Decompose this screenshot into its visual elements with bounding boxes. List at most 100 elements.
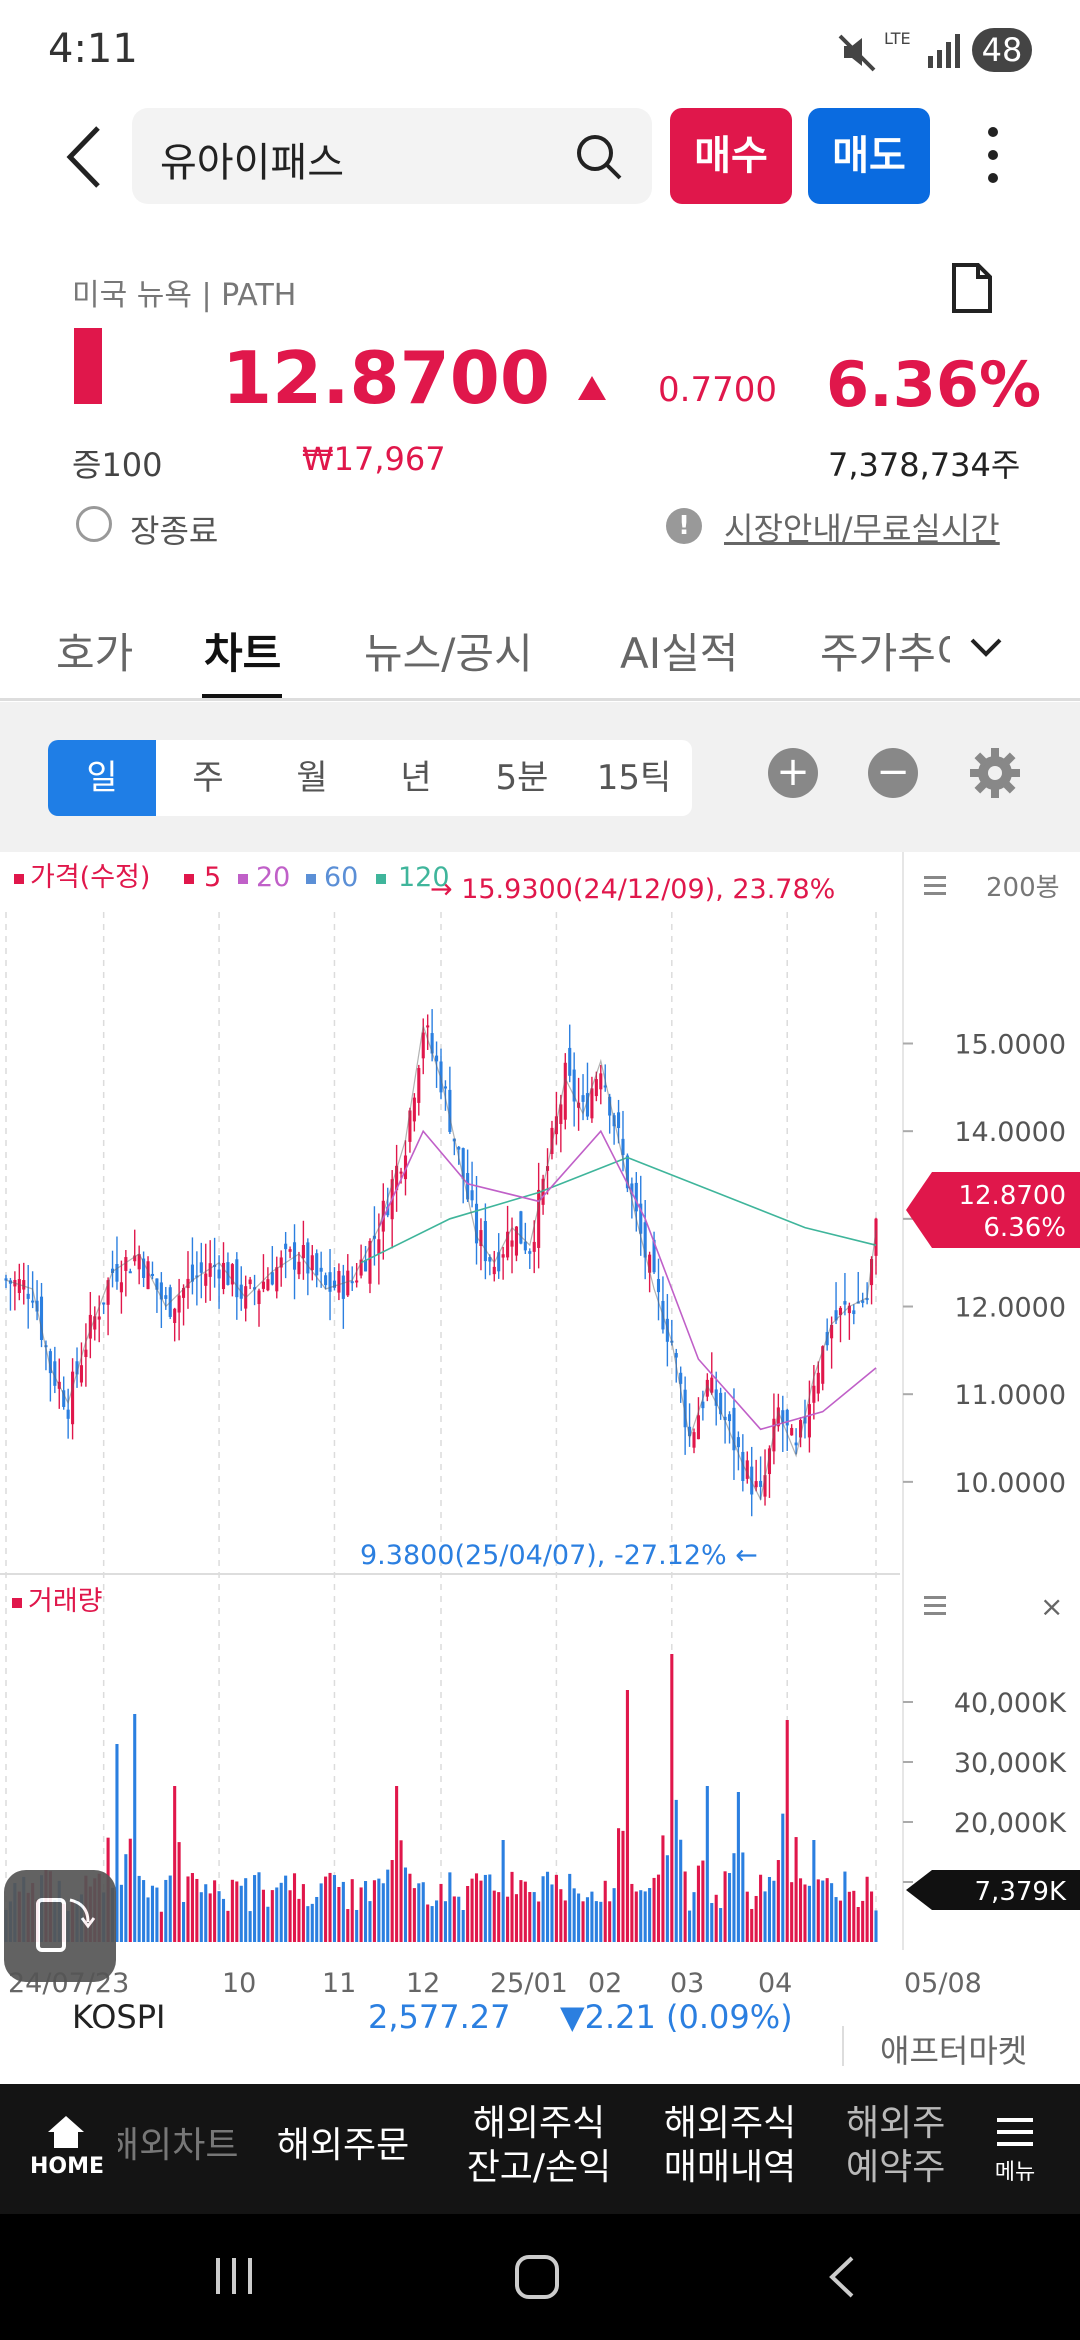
market-guide-link[interactable]: 시장안내/무료실시간 [724, 510, 1000, 548]
back-arrow-icon[interactable] [62, 122, 106, 192]
tab-orderbook[interactable]: 호가 [56, 629, 134, 678]
volume-bar-62 [279, 1882, 283, 1942]
volume-bar-30 [137, 1875, 141, 1942]
candle-body-17 [79, 1365, 84, 1383]
candle-body-127 [568, 1047, 572, 1076]
volume-bar-172 [767, 1876, 772, 1942]
candle-body-153 [683, 1389, 687, 1428]
aftermarket-link[interactable]: 애프터마켓 [880, 2032, 1028, 2070]
stock-search-field[interactable]: 유아이패스 [132, 108, 652, 204]
chart-menu-icon[interactable] [924, 876, 946, 895]
volume-bar-187 [834, 1897, 838, 1942]
volume-menu-icon[interactable] [924, 1596, 946, 1615]
nav-order[interactable]: 해외주문 [276, 2125, 410, 2166]
nav-history[interactable]: 해외주식 매매내역 [648, 2102, 812, 2190]
nav-reserve[interactable]: 해외주식 예약주문 [846, 2102, 946, 2190]
buy-button[interactable]: 매수 [670, 108, 792, 204]
volume-bar-189 [843, 1871, 847, 1942]
candle-body-159 [710, 1377, 714, 1393]
volume-bar-74 [332, 1875, 337, 1942]
close-volume-icon[interactable]: × [1040, 1590, 1063, 1623]
nav-menu[interactable]: 메뉴 [980, 2114, 1050, 2186]
price-label-4: 11.0000 [954, 1380, 1066, 1411]
tab-price-trend[interactable]: 주가추이 [820, 629, 950, 678]
nav-balance[interactable]: 해외주식 잔고/손익 [454, 2102, 624, 2190]
candle-body-92 [412, 1097, 416, 1122]
volume-bar-106 [474, 1873, 479, 1942]
volume-bar-98 [439, 1883, 443, 1942]
nav-chart[interactable]: 해외차트 [118, 2124, 248, 2168]
document-icon[interactable] [950, 262, 994, 314]
current-price-tag-pct: 6.36% [983, 1213, 1066, 1243]
volume-bar-59 [266, 1906, 270, 1942]
chart-legend: 가격(수정) 5 20 60 120 [14, 862, 450, 893]
system-back-icon[interactable] [824, 2254, 858, 2300]
candle-body-88 [395, 1165, 399, 1191]
volume-bar-146 [652, 1877, 656, 1942]
volume-bar-115 [514, 1894, 519, 1942]
candle-body-118 [528, 1251, 532, 1254]
floating-rotate-button[interactable] [4, 1870, 116, 1982]
candle-body-48 [217, 1269, 221, 1279]
tab-chart[interactable]: 차트 [204, 629, 282, 678]
volume-bar-114 [510, 1871, 514, 1942]
volume-bar-91 [408, 1873, 412, 1942]
candle-body-134 [599, 1073, 603, 1090]
volume-bar-149 [665, 1855, 669, 1942]
tab-ai-earnings[interactable]: AI실적 [620, 629, 739, 678]
price-label-0: 15.0000 [954, 1030, 1066, 1061]
volume-bar-148 [661, 1835, 665, 1942]
candle-body-169 [754, 1481, 758, 1488]
recent-apps-icon[interactable] [212, 2254, 256, 2298]
price-change: 0.7700 [658, 370, 777, 410]
volume-bar-188 [838, 1900, 843, 1942]
home-button-icon[interactable] [514, 2254, 560, 2300]
volume-bar-180 [803, 1884, 807, 1942]
volume-bar-70 [315, 1896, 319, 1942]
sell-button[interactable]: 매도 [808, 108, 930, 204]
candle-body-103 [461, 1148, 465, 1180]
volume-bar-139 [621, 1830, 625, 1942]
candle-body-193 [861, 1300, 865, 1303]
volume-bar-159 [710, 1903, 714, 1942]
candle-body-82 [368, 1240, 372, 1284]
candle-body-125 [559, 1104, 563, 1124]
candle-body-158 [705, 1379, 709, 1397]
period-day[interactable]: 일 [48, 740, 156, 816]
candle-body-68 [306, 1242, 310, 1274]
tab-news[interactable]: 뉴스/공시 [364, 629, 533, 678]
volume-bar-162 [723, 1871, 727, 1942]
volume-bar-142 [634, 1891, 638, 1942]
search-icon[interactable] [574, 132, 624, 182]
period-5min[interactable]: 5분 [495, 758, 549, 798]
lte-signal-icon: LTE [884, 29, 960, 68]
period-15tick[interactable]: 15틱 [596, 758, 672, 798]
candle-body-58 [261, 1281, 265, 1289]
period-week[interactable]: 주 [192, 758, 224, 798]
tab-price-trend-wrap[interactable]: 주가추이 [820, 620, 950, 680]
gear-icon[interactable] [968, 746, 1022, 800]
volume-bar-27 [124, 1854, 128, 1942]
zoom-out-button[interactable]: − [868, 748, 918, 798]
current-volume-tag: 7,379K [906, 1870, 1080, 1910]
period-year[interactable]: 년 [400, 758, 432, 798]
volume-bar-177 [790, 1882, 794, 1942]
candle-body-43 [195, 1275, 199, 1278]
clock-icon [76, 506, 112, 542]
volume-bar-167 [745, 1891, 749, 1942]
more-vertical-icon[interactable] [978, 120, 1008, 190]
zoom-in-button[interactable]: + [768, 748, 818, 798]
nav-home[interactable]: HOME [30, 2114, 104, 2179]
candle-body-182 [812, 1385, 816, 1403]
stock-chart[interactable]: 가격(수정) 5 20 60 120 200봉 → 15.9300(24/12/… [0, 852, 1080, 2012]
period-month[interactable]: 월 [296, 758, 328, 798]
chevron-down-icon[interactable] [966, 628, 1006, 668]
bar-count[interactable]: 200봉 [986, 873, 1060, 903]
volume-bar-127 [568, 1873, 572, 1942]
candle-body-4 [22, 1280, 26, 1290]
volume-bar-28 [128, 1838, 132, 1942]
candle-body-60 [270, 1272, 274, 1285]
volume-bar-118 [528, 1892, 532, 1942]
volume-bar-40 [182, 1901, 186, 1942]
volume-bar-105 [470, 1878, 474, 1942]
